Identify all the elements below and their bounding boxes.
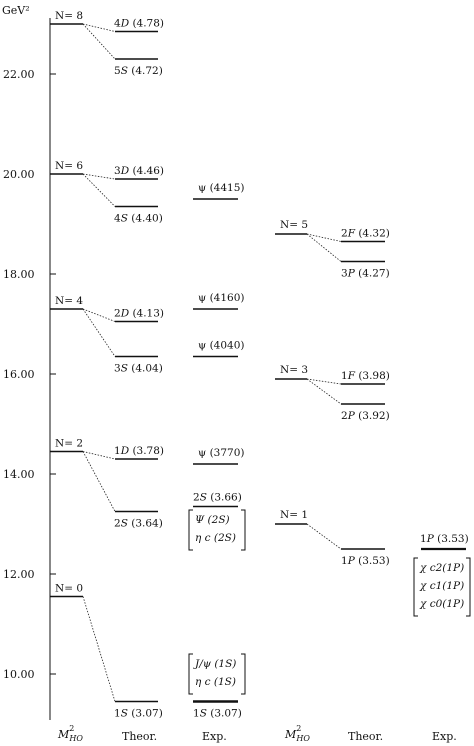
splitting-line <box>82 596 116 702</box>
splitting-line <box>82 173 116 207</box>
theor-level-label: 1D (3.78) <box>114 445 164 457</box>
ho-level-label: N= 6 <box>55 160 83 172</box>
splitting-line <box>306 523 342 550</box>
splitting-line <box>306 378 342 385</box>
splitting-line <box>306 233 342 262</box>
y-tick-label: 22.00 <box>3 68 35 81</box>
theor-level-label: 2F (4.32) <box>341 228 390 240</box>
exp-level-label: ψ (4160) <box>198 292 245 304</box>
column-header-ho-right: M2 HO <box>284 724 310 743</box>
column-header-theor-right: Theor. <box>348 730 383 743</box>
theor-level-label: 5S (4.72) <box>114 65 163 77</box>
ho-level-label: N= 4 <box>55 295 83 307</box>
ho-level-label: N= 0 <box>55 583 83 595</box>
multiplet-state: η c (2S) <box>195 532 236 544</box>
splitting-line <box>82 451 116 512</box>
column-header-theor-left: Theor. <box>122 730 157 743</box>
y-tick-label: 10.00 <box>3 668 35 681</box>
y-tick-label: 20.00 <box>3 168 35 181</box>
theor-level-label: 1S (3.07) <box>114 708 163 720</box>
exp-level-label: ψ (4415) <box>198 182 245 194</box>
multiplet-bracket: Ψ (2S) η c (2S) <box>188 509 246 551</box>
level-labels: N= 8 N= 6 N= 4 N= 2 N= 0 4D (4.78) 5S (4.72) 3D… <box>55 10 471 720</box>
exp-level-label: 1S (3.07) <box>193 708 242 720</box>
ho-level-label: N= 2 <box>55 438 83 450</box>
bracket-left <box>188 653 193 695</box>
theor-level-label: 3S (4.04) <box>114 363 163 375</box>
exp-level-label: 1P (3.53) <box>420 533 469 545</box>
column-header-exp-right: Exp. <box>432 730 457 743</box>
multiplet-bracket: J/ψ (1S) η c (1S) <box>188 653 246 695</box>
bracket-left <box>188 509 193 551</box>
ho-level-label: N= 3 <box>280 364 308 376</box>
multiplet-state: χ c2(1P) <box>419 562 464 574</box>
theor-level-label: 2D (4.13) <box>114 308 164 320</box>
splitting-line <box>82 308 116 322</box>
multiplet-state: Ψ (2S) <box>195 514 230 526</box>
exp-level-label: ψ (3770) <box>198 447 245 459</box>
multiplet-state: J/ψ (1S) <box>193 658 236 670</box>
ho-level-label: N= 1 <box>280 509 308 521</box>
exp-level-label: 2S (3.66) <box>193 492 242 504</box>
theor-level-label: 1F (3.98) <box>341 370 390 382</box>
multiplet-state: χ c0(1P) <box>419 598 464 610</box>
exp-level-label: ψ (4040) <box>198 340 245 352</box>
multiplet-state: η c (1S) <box>195 676 236 688</box>
splitting-line <box>82 23 116 32</box>
multiplet-state: χ c1(1P) <box>419 580 464 592</box>
theor-level-label: 3P (4.27) <box>341 268 390 280</box>
bracket-right <box>241 509 246 551</box>
theor-level-label: 3D (4.46) <box>114 165 164 177</box>
splitting-line <box>82 23 116 60</box>
level-lines <box>50 23 466 703</box>
ho-level-label: N= 8 <box>55 10 83 22</box>
multiplet-bracket: χ c2(1P) χ c1(1P) χ c0(1P) <box>413 557 471 617</box>
energy-axis: GeV² 22.00 20.00 18.00 16.00 14.00 12.00 10.00 <box>2 4 56 720</box>
theor-level-label: 2S (3.64) <box>114 518 163 530</box>
y-axis-unit: GeV² <box>2 4 30 17</box>
bracket-left <box>413 557 418 617</box>
y-tick-label: 16.00 <box>3 368 35 381</box>
column-header-ho-left: M2 HO <box>57 724 83 743</box>
bracket-right <box>241 653 246 695</box>
y-tick-label: 14.00 <box>3 468 35 481</box>
theor-level-label: 1P (3.53) <box>341 555 390 567</box>
splitting-line <box>306 378 342 405</box>
theor-level-label: 2P (3.92) <box>341 410 390 422</box>
column-headers: M2 HO Theor. Exp. M2 HO Theor. Exp. <box>57 724 457 743</box>
y-tick-label: 18.00 <box>3 268 35 281</box>
column-header-exp-left: Exp. <box>202 730 227 743</box>
theor-level-label: 4S (4.40) <box>114 213 163 225</box>
bracket-right <box>466 557 471 617</box>
ho-level-label: N= 5 <box>280 219 308 231</box>
y-tick-label: 12.00 <box>3 568 35 581</box>
splitting-line <box>82 308 116 357</box>
splitting-line <box>82 173 116 180</box>
theor-level-label: 4D (4.78) <box>114 18 164 30</box>
splitting-line <box>82 451 116 460</box>
